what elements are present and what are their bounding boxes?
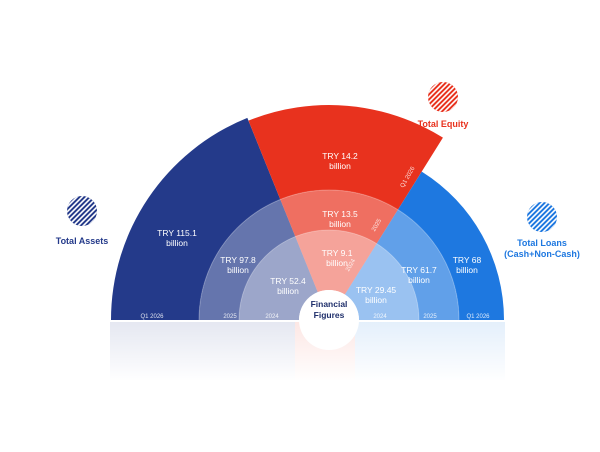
stripe <box>527 202 544 232</box>
stripe <box>428 82 455 112</box>
period-label-loans-0: Q1 2026 <box>466 314 490 320</box>
value-label-line: TRY 97.8 <box>220 255 256 265</box>
assets-legend-label: Total Assets <box>56 236 109 246</box>
segment-assets-q1-2026 <box>111 117 281 320</box>
value-label-line: billion <box>326 258 348 268</box>
legend-label-line: Total Equity <box>418 119 469 129</box>
band-separator-1 <box>198 189 460 321</box>
value-label-line: billion <box>227 265 249 275</box>
legend-label-line: Total Loans <box>517 238 567 248</box>
value-label-assets-0: TRY 115.1 billion <box>157 228 197 248</box>
value-label-line: billion <box>277 286 299 296</box>
loans-legend-icon <box>527 202 557 232</box>
value-label-line: billion <box>329 219 351 229</box>
chart-center: Financial Figures <box>299 290 359 350</box>
stripe <box>428 82 450 112</box>
equity-legend-icon <box>428 82 458 112</box>
band-separator-0 <box>238 229 420 321</box>
period-label-assets-2: 2024 <box>265 314 279 320</box>
segment-equity-2025 <box>280 190 398 244</box>
center-label-line-1: Financial <box>311 299 348 309</box>
center-label-line-2: Figures <box>314 310 345 320</box>
value-label-line: billion <box>456 265 478 275</box>
value-label-equity-2: TRY 9.1 billion <box>322 248 353 268</box>
stripe <box>537 202 557 232</box>
period-label-assets-0: Q1 2026 <box>140 314 164 320</box>
value-label-assets-2: TRY 52.4 billion <box>270 276 306 296</box>
stripe <box>77 196 97 226</box>
value-label-line: TRY 9.1 <box>322 248 353 258</box>
period-label-loans-2: 2024 <box>373 314 387 320</box>
value-label-line: billion <box>365 295 387 305</box>
value-label-loans-0: TRY 68 billion <box>453 255 482 275</box>
chart-segments <box>111 105 504 321</box>
value-label-equity-0: TRY 14.2 billion <box>322 151 358 171</box>
equity-legend-label: Total Equity <box>418 119 469 129</box>
value-label-line: TRY 115.1 <box>157 228 197 238</box>
loans-legend-label: Total Loans (Cash+Non-Cash) <box>504 238 580 259</box>
stripe <box>527 202 549 232</box>
period-label-loans-1: 2025 <box>423 314 437 320</box>
value-label-line: billion <box>329 161 351 171</box>
segment-equity-2024 <box>295 230 377 295</box>
center-circle <box>299 290 359 350</box>
stripe <box>532 202 557 232</box>
segment-loans-2024 <box>344 243 419 320</box>
value-label-line: billion <box>166 238 188 248</box>
stripe <box>67 196 94 226</box>
value-label-line: TRY 29.45 <box>356 285 397 295</box>
value-label-line: TRY 14.2 <box>322 151 358 161</box>
assets-legend-icon <box>67 196 97 226</box>
value-label-line: billion <box>408 275 430 285</box>
value-label-line: TRY 61.7 <box>401 265 437 275</box>
segment-loans-q1-2026 <box>397 171 504 320</box>
segment-assets-2025 <box>199 199 296 320</box>
segment-loans-2025 <box>376 209 459 320</box>
stripe <box>438 82 458 112</box>
legend-label-line: Total Assets <box>56 236 109 246</box>
value-label-loans-2: TRY 29.45 billion <box>356 285 397 305</box>
value-label-line: TRY 52.4 <box>270 276 306 286</box>
segment-equity-q1-2026 <box>248 105 443 210</box>
stripe <box>67 196 89 226</box>
segment-assets-2024 <box>239 236 318 320</box>
stripe <box>67 196 84 226</box>
stripe <box>527 202 554 232</box>
value-label-line: TRY 68 <box>453 255 482 265</box>
stripe <box>433 82 458 112</box>
stripe <box>72 196 97 226</box>
stripe <box>428 82 445 112</box>
value-label-line: TRY 13.5 <box>322 209 358 219</box>
legend-label-line: (Cash+Non-Cash) <box>504 249 580 259</box>
period-label-assets-1: 2025 <box>223 314 237 320</box>
value-label-equity-1: TRY 13.5 billion <box>322 209 358 229</box>
value-label-loans-1: TRY 61.7 billion <box>401 265 437 285</box>
value-label-assets-1: TRY 97.8 billion <box>220 255 256 275</box>
